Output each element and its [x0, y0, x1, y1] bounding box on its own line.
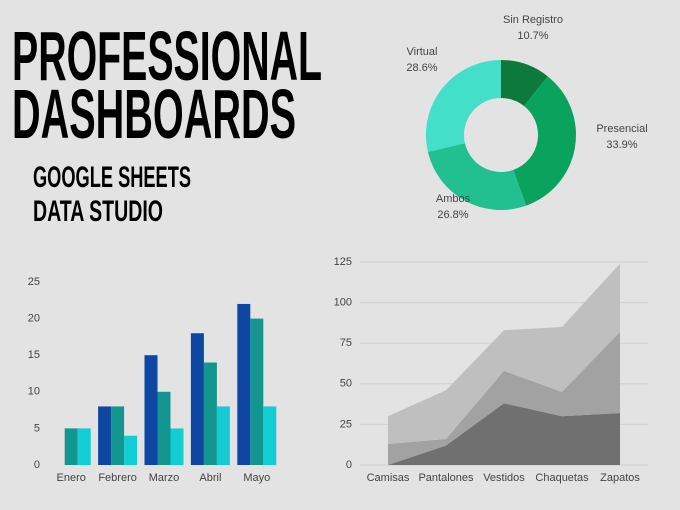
bar: [190, 333, 204, 465]
bar: [124, 435, 138, 465]
bar: [203, 362, 217, 465]
slice-value-label: 26.8%: [437, 209, 468, 221]
area: [388, 331, 620, 465]
x-tick-label: Mayo: [243, 472, 270, 484]
subtitle: DATA STUDIO: [33, 195, 163, 228]
bar: [216, 406, 230, 465]
x-tick-label: Febrero: [98, 472, 137, 484]
slice-label: Sin Registro: [503, 14, 563, 26]
bar: [237, 303, 251, 465]
donut-slice: [513, 76, 576, 206]
y-tick-label: 0: [346, 459, 352, 471]
area: [388, 263, 620, 444]
y-tick-label: 50: [340, 378, 352, 390]
donut-slice: [427, 143, 526, 210]
x-tick-label: Zapatos: [600, 472, 640, 484]
title: DASHBOARDS: [12, 75, 296, 153]
bar: [77, 428, 91, 465]
slice-value-label: 28.6%: [406, 62, 437, 74]
bar: [64, 428, 78, 465]
donut-slice: [425, 60, 501, 152]
donut-slice: [501, 60, 548, 107]
x-tick-label: Marzo: [149, 472, 180, 484]
area: [388, 403, 620, 465]
slice-label: Ambos: [436, 193, 471, 205]
title: PROFESSIONAL: [12, 17, 322, 95]
bar: [170, 428, 184, 465]
y-tick-label: 10: [28, 386, 40, 398]
y-tick-label: 25: [340, 418, 352, 430]
x-tick-label: Chaquetas: [535, 472, 589, 484]
x-tick-label: Pantalones: [418, 472, 474, 484]
slice-value-label: 10.7%: [517, 30, 548, 42]
y-tick-label: 100: [334, 297, 352, 309]
bar: [98, 406, 112, 465]
y-tick-label: 0: [34, 459, 40, 471]
subtitle: GOOGLE SHEETS: [33, 161, 191, 194]
slice-label: Virtual: [407, 46, 438, 58]
bar: [250, 318, 264, 465]
bar: [111, 406, 125, 465]
slice-label: Presencial: [596, 123, 647, 135]
x-tick-label: Vestidos: [483, 472, 525, 484]
y-tick-label: 20: [28, 313, 40, 325]
bar: [157, 391, 171, 465]
x-tick-label: Abril: [199, 472, 221, 484]
bar: [144, 355, 158, 465]
y-tick-label: 75: [340, 337, 352, 349]
x-tick-label: Camisas: [367, 472, 410, 484]
y-tick-label: 15: [28, 349, 40, 361]
x-tick-label: Enero: [57, 472, 86, 484]
y-tick-label: 5: [34, 422, 40, 434]
bar: [263, 406, 277, 465]
y-tick-label: 125: [334, 256, 352, 268]
slice-value-label: 33.9%: [606, 139, 637, 151]
y-tick-label: 25: [28, 276, 40, 288]
